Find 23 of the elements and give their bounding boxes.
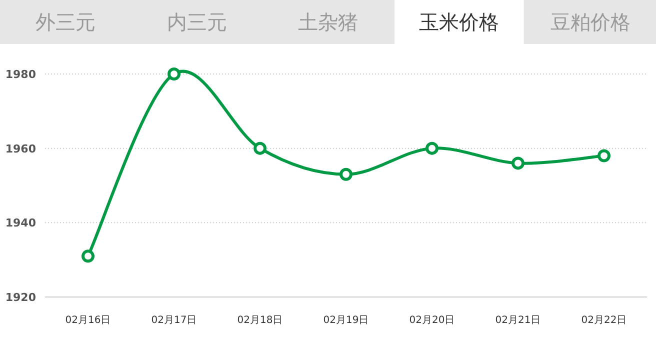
text: 土杂猪 [298, 10, 358, 34]
point [512, 156, 524, 170]
point [426, 142, 438, 155]
y-tick-label: 1920 [5, 291, 36, 304]
y-tick-label: 1960 [5, 142, 36, 156]
x-tick-label: 02月18日 [237, 315, 283, 326]
point [82, 250, 94, 263]
x-tick-label: 02月21日 [495, 315, 541, 326]
x-tick-label: 02月16日 [65, 315, 111, 326]
x-tick-label: 02月22日 [581, 315, 627, 326]
point [340, 168, 352, 181]
y-tick-label: 1940 [5, 216, 36, 230]
x-tick-label: 02月17日 [151, 315, 197, 326]
y-tick-label: 1980 [5, 68, 36, 81]
text: 外三元 [36, 10, 96, 34]
point [168, 68, 180, 80]
text: 玉米价格 [419, 10, 500, 34]
x-tick-label: 02月19日 [323, 315, 369, 326]
text: 豆粕价格 [550, 10, 630, 34]
x-tick-label: 02月20日 [409, 315, 455, 326]
text: 内三元 [166, 10, 227, 34]
point [254, 142, 266, 155]
point [598, 149, 610, 162]
